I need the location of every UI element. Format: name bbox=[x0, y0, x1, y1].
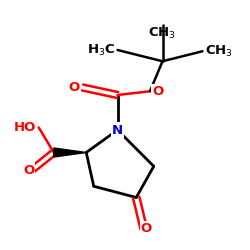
Text: HO: HO bbox=[14, 121, 36, 134]
Polygon shape bbox=[54, 148, 86, 157]
Text: O: O bbox=[140, 222, 152, 235]
Text: N: N bbox=[112, 124, 123, 136]
Text: O: O bbox=[69, 81, 80, 94]
Text: O: O bbox=[23, 164, 34, 176]
Text: H$_3$C: H$_3$C bbox=[87, 42, 115, 58]
Text: O: O bbox=[152, 85, 164, 98]
Text: CH$_3$: CH$_3$ bbox=[148, 26, 176, 41]
Text: CH$_3$: CH$_3$ bbox=[205, 44, 233, 59]
